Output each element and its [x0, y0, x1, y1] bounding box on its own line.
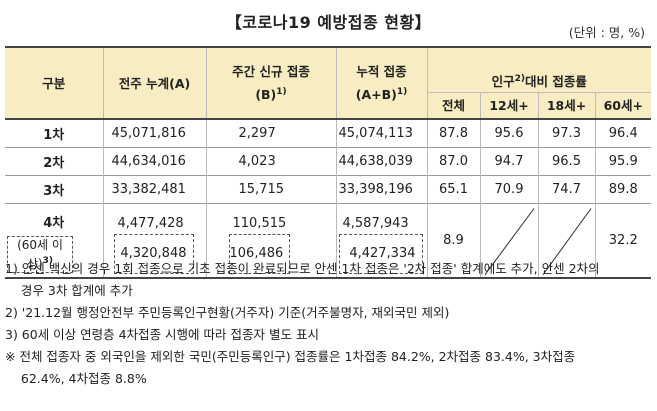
cell-60: 96.4 [594, 118, 652, 148]
header-cum-line1: 누적 접종 [356, 63, 407, 79]
row-label: 1차 [5, 118, 103, 148]
row-sub-label: (60세 이 상)3) [5, 231, 103, 279]
header-sub-60: 60세+ [594, 92, 652, 120]
cell-12: 95.6 [479, 118, 538, 148]
cell-sub-weekly-new: 106,486 [205, 231, 336, 279]
row-label: 2차 [5, 147, 103, 176]
cell-prev-cum: 45,071,816 [102, 118, 206, 148]
header-row-2: 전체 12세+ 18세+ 60세+ [5, 92, 652, 120]
cell-cum: 44,638,039 [335, 147, 427, 176]
header-sub-total: 전체 [426, 92, 480, 120]
sub-cum-box: 4,427,334 [338, 234, 423, 274]
cell-cum: 4,587,943 [335, 203, 427, 231]
cell-60: 89.8 [594, 175, 652, 204]
row-label: 4차 [5, 203, 103, 231]
unit-label: (단위 : 명, %) [568, 25, 645, 40]
header-pop-rate-post: 대비 접종률 [525, 74, 587, 89]
cell-12-empty [479, 203, 538, 279]
table-row: 1차 45,071,816 2,297 45,074,113 87.8 95.6… [5, 118, 652, 148]
note-1-cont: 경우 3차 합계에 추가 [5, 283, 133, 298]
footnotes: 1) 안센 백신의 경우 1회 접종으로 기초 접종이 완료되므로 안센 1차 … [5, 258, 651, 390]
note-4: ※ 전체 접종자 중 외국인을 제외한 국민(주민등록인구) 접종률은 1차접종… [5, 349, 576, 364]
cell-total: 65.1 [426, 175, 480, 204]
header-cum: 누적 접종 (A+B)1) [335, 46, 427, 120]
cell-12: 70.9 [479, 175, 538, 204]
diagonal-line [542, 208, 591, 276]
cell-total: 87.0 [426, 147, 480, 176]
sub-prev-cum-box: 4,320,848 [113, 234, 194, 274]
sub-label-sup: 3) [42, 255, 54, 266]
sub-label-box: (60세 이 상)3) [7, 235, 73, 273]
note-4-cont: 62.4%, 4차접종 8.8% [5, 371, 147, 386]
cell-total: 8.9 [426, 203, 480, 279]
cell-total: 87.8 [426, 118, 480, 148]
cell-prev-cum: 4,477,428 [102, 203, 206, 231]
cell-sub-cum: 4,427,334 [335, 231, 427, 279]
header-weekly-new: 주간 신규 접종 (B)1) [205, 46, 336, 120]
note-3: 3) 60세 이상 연령층 4차접종 시행에 따라 접종자 별도 표시 [5, 327, 319, 342]
cell-weekly-new: 15,715 [205, 175, 336, 204]
header-prev-cum: 전주 누계(A) [102, 46, 206, 120]
header-pop-rate-pre: 인구 [491, 74, 515, 89]
table-row: 4차 4,477,428 110,515 4,587,943 8.9 32.2 [5, 203, 652, 279]
page-title: 【코로나19 예방접종 현황】 [225, 13, 432, 32]
cell-weekly-new: 4,023 [205, 147, 336, 176]
sub-weekly-new-box: 106,486 [228, 234, 290, 274]
vaccination-table: 구분 전주 누계(A) 주간 신규 접종 (B)1) 누적 접종 (A+B)1)… [5, 46, 652, 279]
cell-60: 95.9 [594, 147, 652, 176]
sub-label-line2: 상) [26, 256, 43, 271]
note-1: 1) 안센 백신의 경우 1회 접종으로 기초 접종이 완료되므로 안센 1차 … [5, 261, 600, 276]
header-pop-rate: 인구2)대비 접종률 [426, 46, 652, 93]
cell-weekly-new: 110,515 [205, 203, 336, 231]
header-weekly-new-sup: 1) [276, 86, 287, 97]
cell-12: 94.7 [479, 147, 538, 176]
header-weekly-new-line1: 주간 신규 접종 [232, 63, 310, 79]
cell-60: 32.2 [594, 203, 652, 279]
header-cum-line2: (A+B) [355, 87, 397, 103]
table-row: 3차 33,382,481 15,715 33,398,196 65.1 70.… [5, 175, 652, 204]
header-weekly-new-line2: (B) [255, 87, 277, 103]
table-row-sub: (60세 이 상)3) 4,320,848 106,486 4,427,334 [5, 231, 651, 279]
cell-18-empty [537, 203, 595, 279]
header-row-1: 구분 전주 누계(A) 주간 신규 접종 (B)1) 누적 접종 (A+B)1)… [5, 46, 652, 120]
cell-18: 74.7 [537, 175, 595, 204]
table-row: 2차 44,634,016 4,023 44,638,039 87.0 94.7… [5, 147, 652, 176]
cell-cum: 45,074,113 [335, 118, 427, 148]
header-pop-rate-sup: 2) [514, 73, 526, 84]
cell-prev-cum: 33,382,481 [102, 175, 206, 204]
cell-prev-cum: 44,634,016 [102, 147, 206, 176]
header-sub-18: 18세+ [537, 92, 595, 120]
cell-sub-prev-cum: 4,320,848 [102, 231, 206, 279]
sub-label-line1: (60세 이 [17, 237, 63, 252]
cell-18: 96.5 [537, 147, 595, 176]
header-cum-sup: 1) [396, 86, 408, 97]
header-sub-12: 12세+ [479, 92, 538, 120]
note-2: 2) '21.12월 행정안전부 주민등록인구현황(거주자) 기준(거주불명자,… [5, 305, 450, 320]
header-gubun: 구분 [5, 46, 103, 120]
diagonal-line [484, 208, 534, 276]
cell-18: 97.3 [537, 118, 595, 148]
cell-weekly-new: 2,297 [205, 118, 336, 148]
row-label: 3차 [5, 175, 103, 204]
cell-cum: 33,398,196 [335, 175, 427, 204]
